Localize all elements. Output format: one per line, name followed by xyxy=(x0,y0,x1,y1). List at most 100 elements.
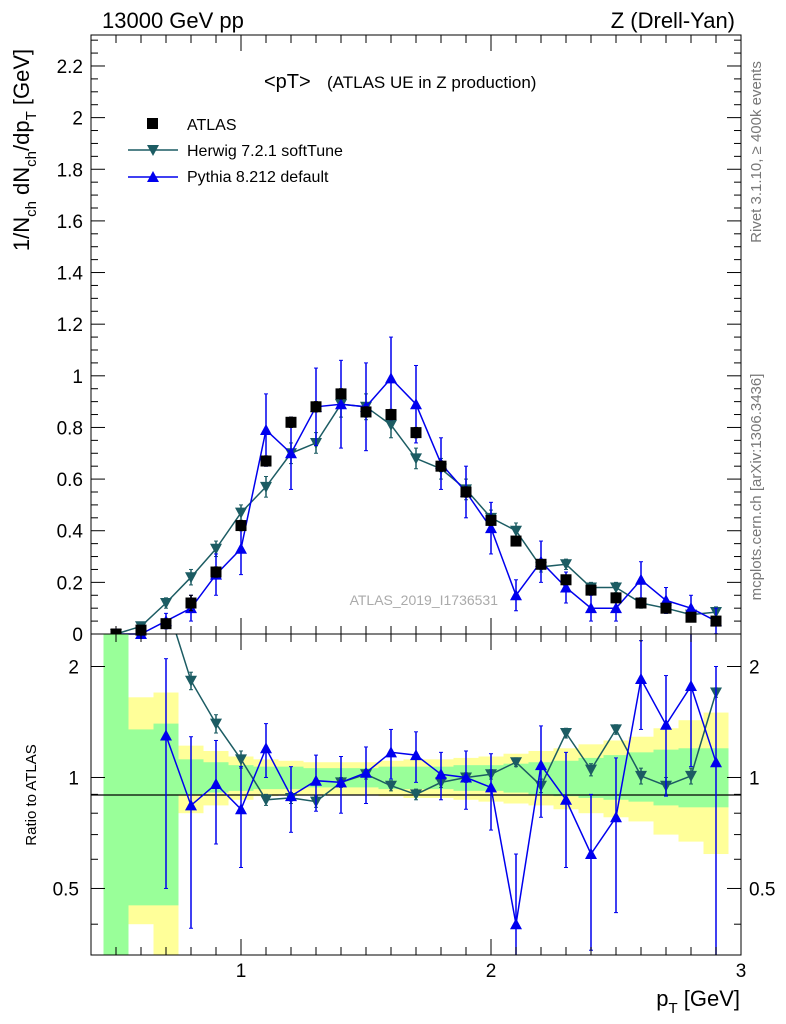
main-y-tick-label: 0 xyxy=(72,625,83,646)
main-y-tick-label: 2 xyxy=(72,109,83,130)
ratio-herwig-marker xyxy=(210,718,222,730)
main-herwig-marker xyxy=(235,507,247,519)
ratio-pythia-marker xyxy=(685,680,697,692)
main-atlas-marker xyxy=(485,514,497,526)
ratio-herwig-marker xyxy=(610,724,622,736)
legend-atlas-label: ATLAS xyxy=(187,117,237,134)
ratio-herwig-marker xyxy=(685,770,697,782)
main-atlas-marker xyxy=(460,486,472,498)
ratio-pythia-marker xyxy=(360,766,372,778)
main-herwig-marker xyxy=(210,543,222,555)
main-herwig-marker xyxy=(410,453,422,465)
ratio-pythia-marker xyxy=(285,790,297,802)
ratio-herwig-marker xyxy=(635,770,647,782)
ratio-y-tick-label: 1 xyxy=(68,768,79,789)
main-y-tick-label: 0.2 xyxy=(57,573,83,594)
legend-atlas-marker xyxy=(147,118,158,129)
ratio-pythia-marker xyxy=(635,672,647,684)
legend-herwig-marker xyxy=(147,145,159,156)
ratio-pythia-marker xyxy=(160,729,172,741)
main-atlas-marker xyxy=(185,597,197,609)
main-atlas-marker xyxy=(210,566,222,578)
main-atlas-series xyxy=(110,388,722,640)
main-y-tick-label: 1.4 xyxy=(57,264,84,285)
main-pythia-marker xyxy=(410,398,422,410)
main-pythia-marker xyxy=(260,424,272,436)
ratio-herwig-marker xyxy=(235,754,247,766)
ratio-pythia-marker xyxy=(260,742,272,754)
ratio-pythia-marker xyxy=(185,799,197,811)
legend-pythia-marker xyxy=(147,171,159,182)
x-axis-label: pT [GeV] xyxy=(656,986,740,1017)
svg-text:1/Nch dNch/dpT [GeV]: 1/Nch dNch/dpT [GeV] xyxy=(9,49,40,251)
main-pythia-marker xyxy=(510,589,522,601)
ratio-y-tick-label: 0.5 xyxy=(53,879,79,900)
main-y-tick-label: 2.2 xyxy=(57,57,83,78)
main-herwig-marker xyxy=(610,582,622,594)
ratio-herwig-marker xyxy=(410,789,422,801)
ratio-pythia-series xyxy=(160,634,722,955)
main-atlas-marker xyxy=(710,615,722,627)
svg-text:pT [GeV]: pT [GeV] xyxy=(656,986,740,1017)
main-herwig-marker xyxy=(185,572,197,584)
ratio-tick-labels: 0.5 0.5 1 1 2 2 xyxy=(53,657,776,900)
main-atlas-marker xyxy=(685,611,697,623)
main-atlas-marker xyxy=(610,592,622,604)
main-atlas-marker xyxy=(510,535,522,547)
main-pythia-marker xyxy=(485,522,497,534)
rivet-label: Rivet 3.1.10, ≥ 400k events xyxy=(748,61,765,243)
main-atlas-marker xyxy=(410,427,422,439)
main-y-ticks xyxy=(91,35,742,635)
ratio-pythia-marker xyxy=(660,718,672,730)
ratio-y-tick-label-right: 2 xyxy=(749,657,760,678)
ratio-herwig-marker xyxy=(560,728,572,740)
x-tick-label: 1 xyxy=(236,961,247,982)
ratio-frame xyxy=(90,633,742,956)
ratio-pythia-marker xyxy=(710,756,722,768)
main-y-tick-label: 1 xyxy=(72,367,83,388)
ratio-pythia-marker xyxy=(335,776,347,788)
x-tick-label: 2 xyxy=(486,961,497,982)
main-y-tick-label: 0.8 xyxy=(57,418,83,439)
x-tick-label: 3 xyxy=(736,961,747,982)
main-herwig-marker xyxy=(160,598,172,610)
header-right-label: Z (Drell-Yan) xyxy=(611,8,735,33)
header-left-label: 13000 GeV pp xyxy=(102,8,244,33)
ratio-band-inner xyxy=(128,729,154,906)
ratio-pythia-marker xyxy=(610,811,622,823)
main-y-tick-labels: 0 0.2 0.4 0.6 0.8 1 1.2 1.4 1.6 1.8 2 2.2 xyxy=(57,57,84,646)
main-atlas-marker xyxy=(560,574,572,586)
main-y-axis-label: 1/Nch dNch/dpT [GeV] xyxy=(9,49,40,251)
main-atlas-marker xyxy=(260,455,272,467)
main-pythia-marker xyxy=(685,602,697,614)
ratio-panel: 0.5 0.5 1 1 2 2 1 2 3 xyxy=(53,633,776,982)
main-y-tick-label: 1.6 xyxy=(57,212,83,233)
main-atlas-marker xyxy=(310,401,322,413)
main-herwig-marker xyxy=(260,481,272,493)
mcplots-label: mcplots.cern.ch [arXiv:1306.3436] xyxy=(748,374,765,601)
main-panel: 0 0.2 0.4 0.6 0.8 1 1.2 1.4 1.6 1.8 2 2.2 <pT> (ATL… xyxy=(57,34,742,646)
main-pythia-marker xyxy=(335,398,347,410)
main-y-tick-label: 0.4 xyxy=(57,522,84,543)
ratio-herwig-marker xyxy=(585,764,597,776)
analysis-watermark: ATLAS_2019_I1736531 xyxy=(350,592,499,608)
main-atlas-marker xyxy=(135,624,147,636)
main-herwig-marker xyxy=(510,525,522,537)
main-atlas-marker xyxy=(285,416,297,428)
main-herwig-marker xyxy=(560,559,572,571)
ratio-herwig-marker xyxy=(260,794,272,806)
main-atlas-marker xyxy=(335,388,347,400)
ratio-pythia-marker xyxy=(585,848,597,860)
ratio-herwig-marker xyxy=(385,780,397,792)
legend-pythia-label: Pythia 8.212 default xyxy=(187,169,329,186)
ratio-pythia-marker xyxy=(310,774,322,786)
main-atlas-marker xyxy=(535,558,547,570)
main-atlas-marker xyxy=(585,584,597,596)
x-tick-labels: 1 2 3 xyxy=(236,961,747,982)
main-atlas-marker xyxy=(160,618,172,630)
plot-title-main: <pT> xyxy=(264,71,311,93)
main-pythia-marker xyxy=(610,602,622,614)
main-atlas-marker xyxy=(660,602,672,614)
ratio-pythia-marker xyxy=(535,759,547,771)
